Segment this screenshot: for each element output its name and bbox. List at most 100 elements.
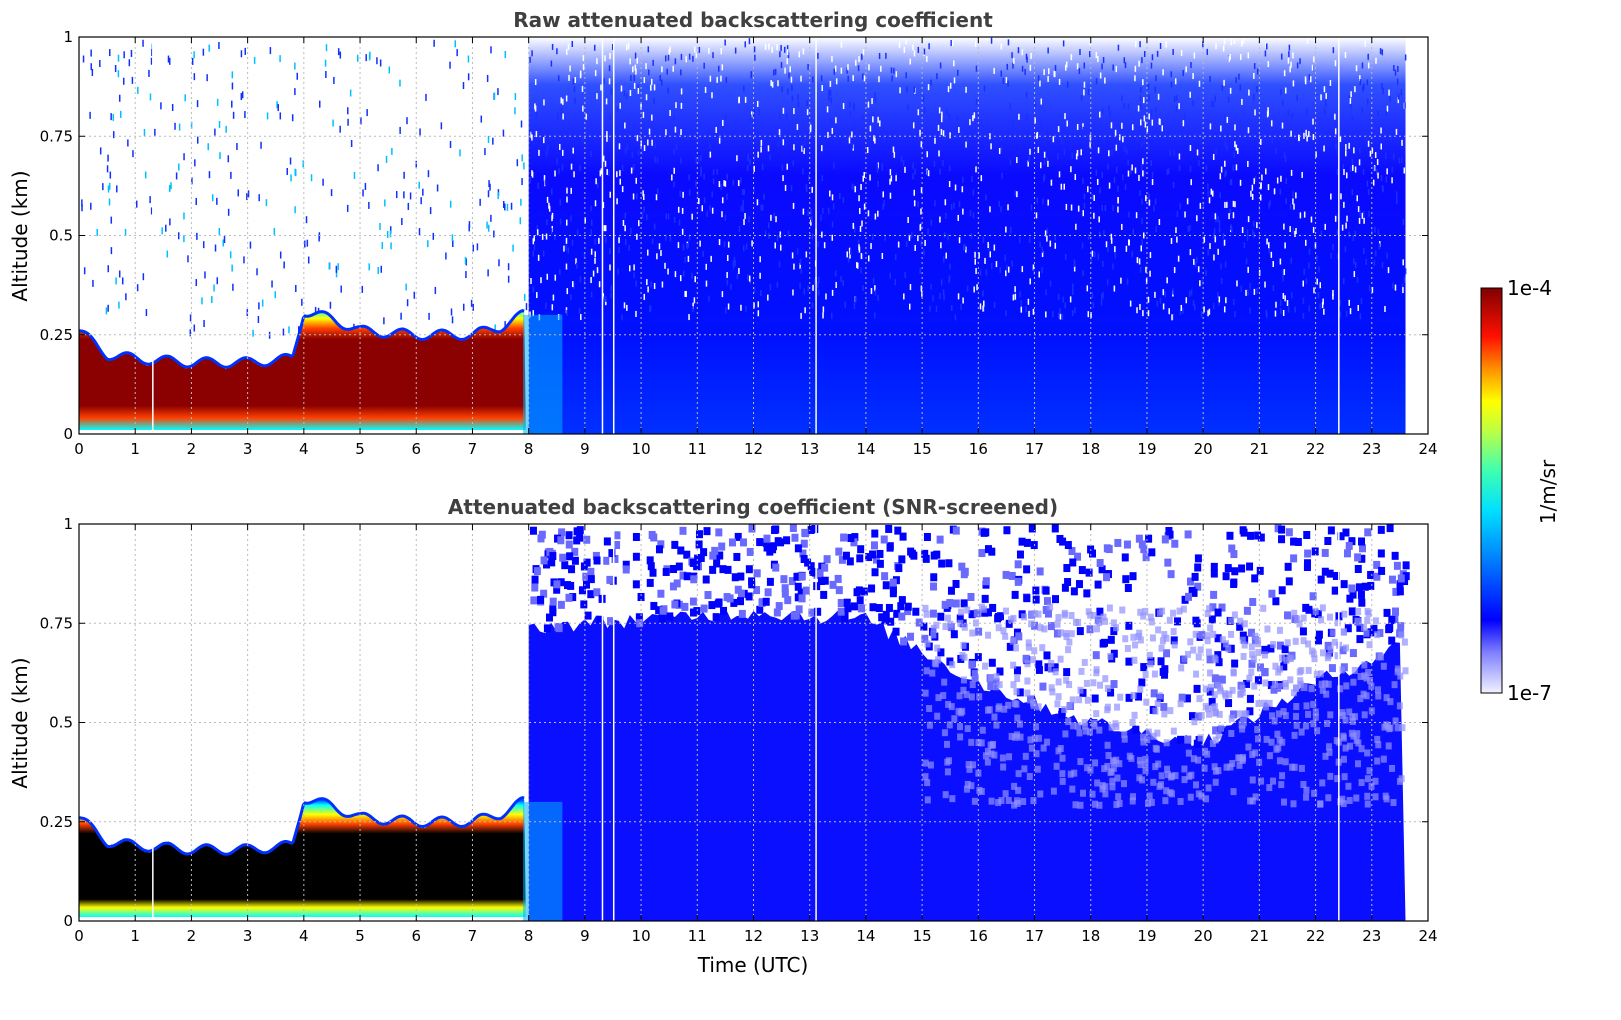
noise-speck bbox=[497, 192, 499, 200]
screened-patch bbox=[1040, 744, 1047, 752]
screened-patch bbox=[1010, 681, 1017, 689]
noise-speck bbox=[1170, 71, 1173, 78]
noise-speck bbox=[1335, 143, 1338, 150]
noise-speck bbox=[108, 182, 111, 190]
screened-patch bbox=[666, 612, 674, 621]
noise-speck bbox=[472, 244, 474, 252]
noise-speck bbox=[1329, 80, 1332, 87]
screened-patch bbox=[728, 538, 736, 547]
noise-speck bbox=[1359, 75, 1361, 82]
noise-speck bbox=[1394, 284, 1397, 291]
screened-patch bbox=[1337, 532, 1345, 541]
screened-patch bbox=[1290, 537, 1298, 546]
noise-speck bbox=[606, 131, 608, 138]
noise-speck bbox=[1241, 40, 1243, 47]
screened-patch bbox=[578, 586, 586, 595]
screened-patch bbox=[880, 535, 888, 544]
noise-speck bbox=[1002, 77, 1005, 84]
noise-speck bbox=[1156, 50, 1159, 57]
screened-patch bbox=[1343, 682, 1350, 690]
noise-speck bbox=[684, 256, 686, 263]
screened-patch bbox=[763, 543, 771, 552]
noise-speck bbox=[1210, 100, 1213, 107]
noise-speck bbox=[1108, 182, 1111, 189]
screened-patch bbox=[842, 551, 850, 560]
noise-speck bbox=[990, 263, 993, 270]
noise-speck bbox=[388, 66, 391, 74]
screened-patch bbox=[669, 582, 677, 591]
screened-patch bbox=[945, 700, 952, 708]
noise-speck bbox=[751, 240, 753, 247]
noise-speck bbox=[800, 75, 802, 82]
screened-patch bbox=[1140, 738, 1147, 746]
noise-speck bbox=[867, 210, 870, 217]
screened-patch bbox=[949, 795, 956, 803]
screened-patch bbox=[1349, 590, 1357, 599]
screened-patch bbox=[1246, 707, 1254, 716]
screened-patch bbox=[929, 609, 937, 618]
noise-speck bbox=[1224, 171, 1226, 178]
noise-speck bbox=[1142, 170, 1145, 177]
screened-patch bbox=[1225, 645, 1232, 653]
noise-speck bbox=[1386, 168, 1388, 175]
noise-speck bbox=[282, 328, 285, 336]
noise-speck bbox=[585, 113, 588, 120]
screened-patch bbox=[1256, 566, 1264, 575]
noise-speck bbox=[1159, 42, 1162, 49]
screened-patch bbox=[1216, 710, 1223, 718]
screened-patch bbox=[1005, 619, 1013, 628]
screened-patch bbox=[856, 554, 864, 563]
noise-speck bbox=[621, 186, 624, 193]
noise-speck bbox=[1294, 230, 1296, 237]
noise-speck bbox=[958, 237, 961, 244]
noise-speck bbox=[570, 187, 572, 194]
noise-speck bbox=[889, 272, 891, 279]
screened-patch bbox=[1135, 534, 1143, 543]
noise-speck bbox=[874, 312, 876, 319]
noise-speck bbox=[1262, 131, 1264, 138]
screened-patch bbox=[1123, 540, 1131, 549]
noise-speck bbox=[560, 97, 562, 104]
screened-patch bbox=[1308, 685, 1315, 693]
noise-speck bbox=[1290, 61, 1292, 68]
noise-speck bbox=[110, 247, 113, 255]
noise-speck bbox=[673, 148, 675, 155]
screened-patch bbox=[681, 602, 689, 611]
noise-speck bbox=[1299, 212, 1302, 219]
noise-speck bbox=[1224, 141, 1227, 148]
noise-speck bbox=[1041, 246, 1043, 253]
noise-speck bbox=[237, 189, 240, 197]
noise-speck bbox=[738, 225, 741, 232]
noise-speck bbox=[943, 135, 946, 142]
screened-patch bbox=[1064, 541, 1072, 550]
noise-speck bbox=[781, 164, 784, 171]
screened-patch bbox=[807, 525, 815, 534]
screened-patch bbox=[1226, 690, 1233, 698]
screened-patch bbox=[1195, 653, 1202, 661]
screened-patch bbox=[593, 556, 601, 565]
noise-speck bbox=[427, 170, 430, 178]
screened-patch bbox=[702, 575, 710, 584]
noise-speck bbox=[818, 276, 820, 283]
noise-speck bbox=[1215, 148, 1217, 155]
screened-patch bbox=[1185, 749, 1192, 757]
noise-speck bbox=[616, 171, 618, 178]
noise-speck bbox=[716, 168, 718, 175]
noise-speck bbox=[1026, 56, 1028, 63]
noise-speck bbox=[1045, 289, 1047, 296]
screened-patch bbox=[766, 577, 774, 586]
screened-patch bbox=[1397, 672, 1404, 680]
noise-speck bbox=[1147, 144, 1150, 151]
noise-speck bbox=[554, 170, 556, 177]
screened-patch bbox=[924, 640, 931, 648]
noise-speck bbox=[562, 113, 564, 120]
screened-patch bbox=[907, 632, 915, 641]
noise-speck bbox=[1376, 159, 1379, 166]
noise-speck bbox=[643, 77, 646, 84]
noise-speck bbox=[532, 250, 535, 257]
noise-speck bbox=[551, 304, 554, 311]
noise-speck bbox=[919, 129, 921, 136]
noise-speck bbox=[1247, 160, 1249, 167]
screened-patch bbox=[1203, 795, 1210, 803]
screened-patch bbox=[1272, 662, 1279, 670]
